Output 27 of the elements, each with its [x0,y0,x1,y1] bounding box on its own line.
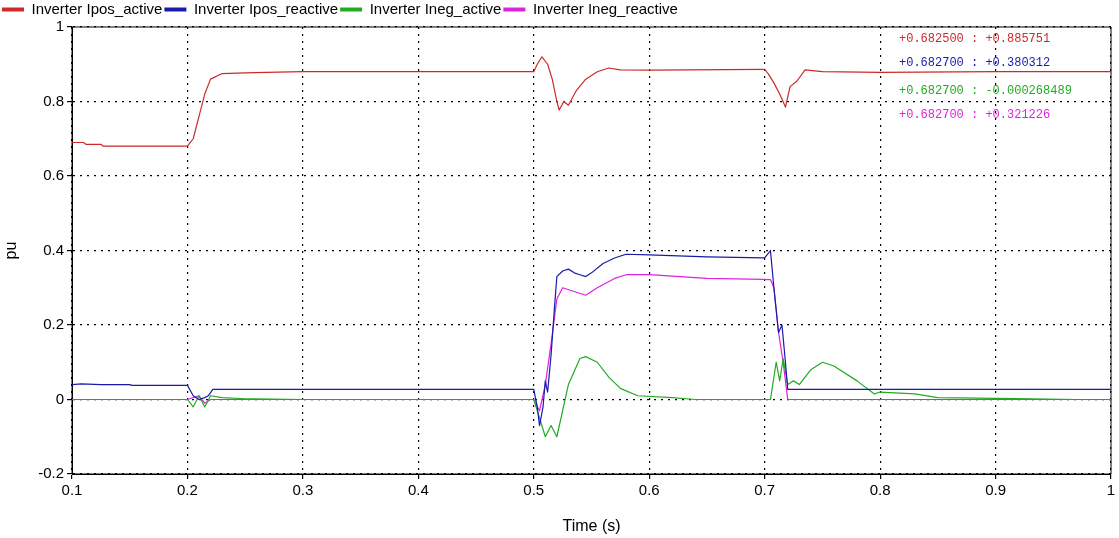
y-tick-label: 0.2 [43,315,64,333]
x-tick-label: 0.6 [638,481,660,499]
legend-label: Inverter Ipos_reactive [193,0,339,17]
x-tick-label: 0.1 [61,481,83,499]
x-tick-label: 0.2 [177,481,198,499]
x-tick-label: 0.7 [754,481,776,499]
annotation: +0.682700 : -0.000268489 [899,84,1072,99]
legend-label: Inverter Ineg_active [369,0,502,17]
x-tick-label: 0.8 [869,481,891,499]
x-tick-label: 0.5 [523,481,545,499]
y-tick-label: 0.4 [43,240,64,258]
annotation: +0.682700 : +0.321226 [899,108,1051,123]
x-axis-title: Time (s) [562,516,621,534]
y-tick-label: 0 [55,389,64,407]
annotation: +0.682500 : +0.885751 [899,32,1051,47]
x-tick-label: 0.3 [292,481,314,499]
y-axis-title: pu [2,241,20,260]
y-tick-label: 0.6 [43,166,64,184]
legend-label: Inverter Ipos_active [31,0,163,17]
y-tick-label: -0.2 [38,464,64,482]
annotation: +0.682700 : +0.380312 [899,56,1051,71]
x-tick-label: 0.9 [985,481,1006,499]
y-tick-label: 0.8 [43,91,64,109]
x-tick-label: 0.4 [407,481,429,499]
x-tick-label: 1 [1106,481,1116,499]
legend-label: Inverter Ineg_reactive [532,0,678,17]
y-tick-label: 1 [55,17,64,35]
